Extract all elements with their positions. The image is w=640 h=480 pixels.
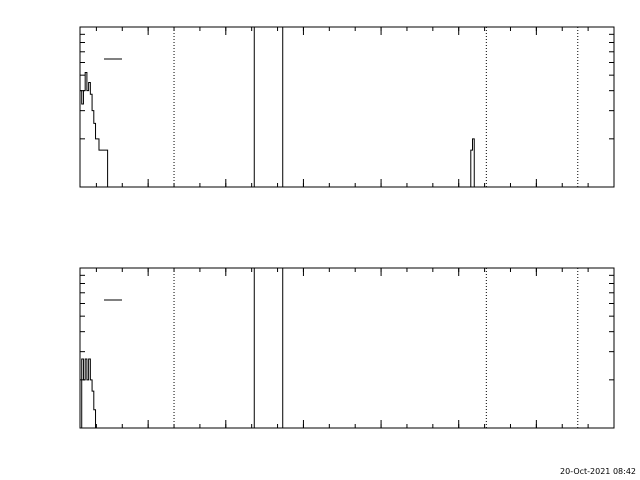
plot-frame [79,267,615,429]
data-series-line [80,71,478,188]
timestamp: 20-Oct-2021 08:42 [560,467,636,476]
panel-channel-lo [79,26,615,188]
panel-channel-hi [79,267,615,429]
data-series-line [80,358,101,429]
plot-frame [79,26,615,188]
